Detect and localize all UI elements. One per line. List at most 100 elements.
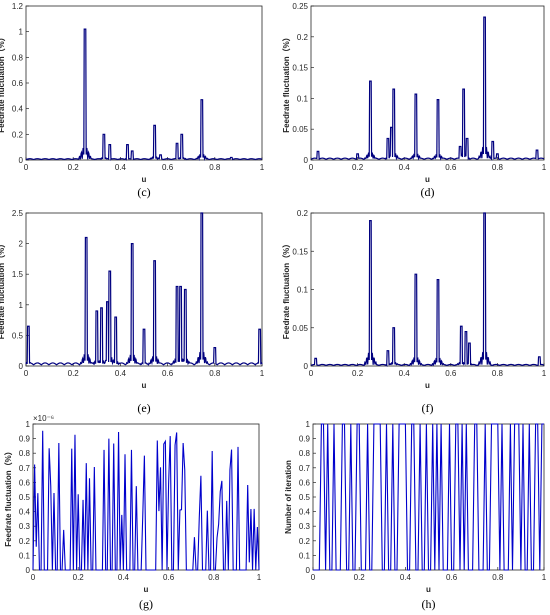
y-tick-label: 1.5: [12, 270, 24, 279]
axes-box: [310, 212, 545, 367]
y-tick-label: 0.1: [297, 94, 309, 103]
axes-box: [25, 5, 263, 161]
y-tick-label: 2: [19, 240, 24, 249]
x-tick-label: 0: [309, 369, 314, 378]
y-tick-label: 0.6: [299, 478, 311, 487]
y-tick-label: 2.5: [12, 209, 24, 218]
x-tick-label: 0.6: [445, 163, 457, 172]
x-tick-label: 0.2: [68, 163, 80, 172]
series-line: [25, 212, 263, 366]
y-tick-label: 0.8: [299, 449, 311, 458]
y-tick-label: 1: [26, 420, 31, 429]
y-axis-label: Feedrate fluctuation（%）: [3, 447, 13, 547]
x-tick-label: 0.4: [115, 163, 127, 172]
x-tick-label: 0: [31, 573, 36, 582]
y-tick-label: 0.8: [12, 53, 24, 62]
x-tick-label: 0.6: [446, 573, 458, 582]
x-tick-label: 0: [309, 163, 314, 172]
y-tick-label: 0: [304, 156, 309, 165]
y-tick-label: 0.2: [297, 209, 309, 218]
y-axis-label: Number of iteration: [284, 460, 293, 534]
y-tick-label: 0: [304, 362, 309, 371]
y-tick-label: 0: [19, 156, 24, 165]
x-axis-label: u: [426, 585, 431, 594]
x-tick-label: 0: [311, 573, 316, 582]
x-tick-label: 1: [257, 573, 262, 582]
series-line: [32, 430, 260, 571]
chart-panel-f: 0 0.2 0.4 0.6 0.8 1 0 0.05 0.1 0.15 0.2 u Feedrate f…: [281, 209, 547, 415]
y-tick-label: 0.4: [299, 508, 311, 517]
y-tick-label: 0.25: [292, 2, 308, 11]
y-tick-label: 0.7: [299, 464, 311, 473]
y-tick-label: 0.05: [292, 125, 308, 134]
y-tick-label: 0.2: [297, 33, 309, 42]
chart-panel-c: 0 0.2 0.4 0.6 0.8 1 0 0.2 0.4 0.6 0.8 1 1.2 u Feedrate…: [0, 2, 265, 199]
chart-panel-d: 0 0.2 0.4 0.6 0.8 1 0 0.05 0.1 0.15 0.2 0.25 u Feedra…: [281, 2, 547, 199]
y-axis-label: Feedrate fluctuation（%）: [281, 33, 291, 133]
y-axis-label: Feedrate fluctuation（%）: [0, 33, 6, 133]
y-axis-label: Feedrate fluctuation（%）: [0, 240, 6, 340]
y-tick-label: 0.5: [12, 331, 24, 340]
panel-caption: (c): [137, 185, 150, 199]
panel-caption: (h): [422, 597, 436, 611]
chart-panel-h: 0 0.2 0.4 0.6 0.8 1 0 0.1 0.2 0.3 0.4 0.5 0.6 0.7 0.8 0…: [284, 420, 547, 611]
x-tick-label: 0.2: [352, 369, 364, 378]
y-tick-label: 0.5: [19, 493, 31, 502]
x-axis-label: u: [142, 175, 147, 184]
series-line: [25, 28, 263, 162]
x-tick-label: 0.2: [73, 573, 85, 582]
x-tick-label: 1: [542, 573, 547, 582]
y-tick-label: 0.3: [19, 522, 31, 531]
y-tick-label: 0.2: [19, 537, 31, 546]
y-tick-label: 0.2: [299, 537, 311, 546]
series-line: [310, 16, 545, 161]
x-tick-label: 0.4: [399, 163, 411, 172]
series-line: [313, 423, 544, 571]
y-tick-label: 0.1: [297, 286, 309, 295]
x-tick-label: 0.4: [115, 369, 127, 378]
x-tick-label: 0.4: [399, 369, 411, 378]
axes-box: [310, 5, 545, 161]
x-tick-label: 1: [260, 369, 265, 378]
x-tick-label: 0.8: [492, 573, 504, 582]
y-tick-label: 0.9: [299, 435, 311, 444]
y-tick-label: 0.8: [19, 449, 31, 458]
x-tick-label: 1: [542, 163, 547, 172]
y-tick-label: 1.2: [12, 2, 24, 11]
y-tick-label: 0.6: [19, 478, 31, 487]
y-tick-label: 0.1: [299, 551, 311, 560]
x-axis-label: u: [425, 175, 430, 184]
x-tick-label: 0.6: [445, 369, 457, 378]
y-tick-label: 0.7: [19, 464, 31, 473]
x-tick-label: 0.8: [209, 369, 221, 378]
series-line: [310, 212, 545, 368]
x-tick-label: 0.6: [162, 163, 174, 172]
panel-caption: (d): [421, 185, 435, 199]
x-tick-label: 0.2: [68, 369, 80, 378]
x-axis-label: u: [142, 381, 147, 390]
y-tick-label: 1: [19, 28, 24, 37]
y-tick-label: 0.2: [12, 130, 24, 139]
x-tick-label: 0.6: [163, 573, 175, 582]
x-tick-label: 0: [24, 163, 29, 172]
x-tick-label: 0.8: [492, 369, 504, 378]
y-tick-label: 0: [306, 566, 311, 575]
y-tick-label: 0.4: [19, 508, 31, 517]
x-tick-label: 0.2: [354, 573, 366, 582]
x-tick-label: 1: [260, 163, 265, 172]
axes-box: [25, 212, 263, 367]
y-tick-label: 1: [19, 301, 24, 310]
x-tick-label: 0.8: [208, 573, 220, 582]
chart-panel-e: 0 0.2 0.4 0.6 0.8 1 0 0.5 1 1.5 2 2.5 u Feedrate fluc…: [0, 209, 265, 415]
y-tick-label: 0: [26, 566, 31, 575]
y-tick-label: 0.5: [299, 493, 311, 502]
panel-caption: (e): [137, 401, 150, 415]
chart-panel-g: 0 0.2 0.4 0.6 0.8 1 0 0.1 0.2 0.3 0.4 0.5 0.6 0.7 0.8 0…: [3, 414, 262, 611]
x-tick-label: 0.6: [162, 369, 174, 378]
x-tick-label: 0.8: [492, 163, 504, 172]
x-tick-label: 0.4: [400, 573, 412, 582]
y-tick-label: 0.4: [12, 105, 24, 114]
panel-caption: (g): [139, 597, 153, 611]
y-tick-label: 0: [19, 362, 24, 371]
